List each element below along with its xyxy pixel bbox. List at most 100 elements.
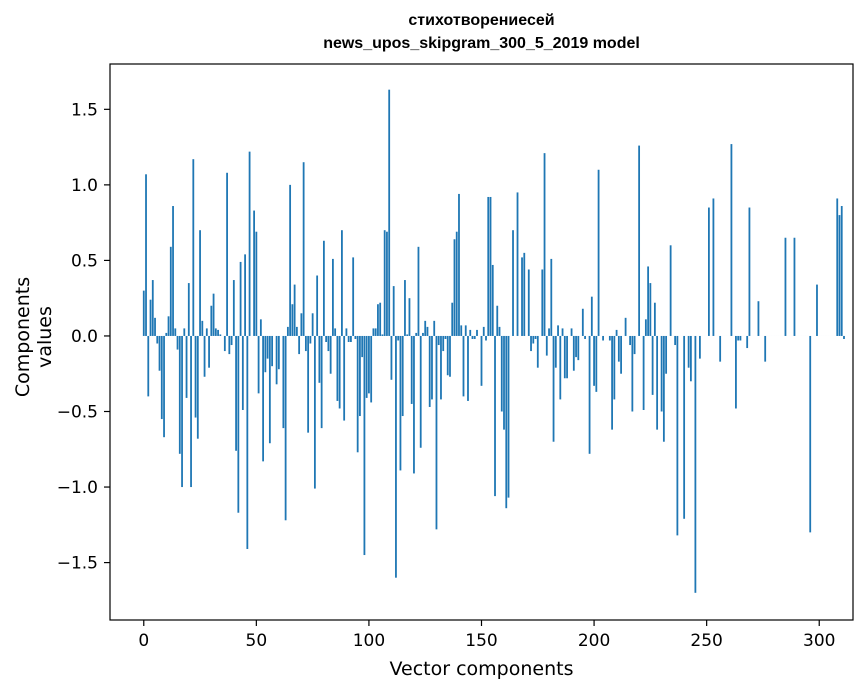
bar xyxy=(154,317,156,336)
bar xyxy=(572,335,575,371)
bar xyxy=(187,283,190,336)
bar xyxy=(676,335,679,536)
bar xyxy=(543,153,546,336)
bar xyxy=(266,335,269,359)
bar xyxy=(160,335,163,420)
bar xyxy=(665,335,668,374)
bar xyxy=(365,335,368,398)
bar xyxy=(843,335,845,339)
bar xyxy=(464,325,467,336)
bar xyxy=(253,210,255,336)
bar xyxy=(527,269,530,336)
bar xyxy=(602,335,604,341)
bar xyxy=(415,332,418,336)
bar xyxy=(316,275,319,336)
bar xyxy=(428,335,431,407)
bar xyxy=(485,335,487,341)
x-tick-label: 150 xyxy=(465,631,497,651)
bar xyxy=(642,335,645,410)
bar xyxy=(151,280,154,336)
bar xyxy=(631,335,634,412)
bar xyxy=(359,335,361,417)
bar xyxy=(840,206,843,336)
bar xyxy=(226,172,228,336)
bar xyxy=(444,335,447,339)
bar xyxy=(203,335,206,377)
bar xyxy=(277,335,280,370)
bar xyxy=(374,328,377,336)
bar xyxy=(629,335,631,346)
bar xyxy=(455,231,458,336)
bar xyxy=(320,335,323,429)
bar xyxy=(311,313,314,336)
x-tick-label: 300 xyxy=(803,631,835,651)
bar xyxy=(262,335,264,462)
bar xyxy=(372,328,375,336)
bar xyxy=(498,326,501,336)
bar xyxy=(345,328,348,336)
bar xyxy=(449,335,451,377)
y-axis-label: Components values xyxy=(12,276,56,398)
bar xyxy=(246,335,249,549)
bar xyxy=(163,335,165,438)
bar xyxy=(669,245,672,336)
bar xyxy=(404,280,406,336)
bar xyxy=(597,169,600,336)
bar xyxy=(550,258,553,336)
bar xyxy=(275,335,278,385)
bar xyxy=(554,335,557,368)
bar xyxy=(460,325,463,336)
bar xyxy=(388,89,391,336)
bar xyxy=(282,335,285,429)
bar xyxy=(757,301,760,336)
bar xyxy=(334,328,337,336)
bar xyxy=(608,335,611,341)
bar xyxy=(368,335,370,394)
bar xyxy=(304,335,307,352)
bar xyxy=(185,335,188,398)
bar xyxy=(183,328,186,336)
bar xyxy=(494,335,496,497)
bar xyxy=(408,298,411,336)
y-tick-label: 1.5 xyxy=(71,100,98,120)
bar xyxy=(836,198,839,336)
bar xyxy=(624,317,627,336)
bar xyxy=(581,308,584,336)
bar xyxy=(395,335,397,578)
bar xyxy=(214,328,217,336)
bar xyxy=(354,335,357,339)
bar xyxy=(489,196,492,336)
bar xyxy=(309,335,312,344)
bar xyxy=(764,335,767,362)
bar xyxy=(689,335,692,382)
bar xyxy=(350,335,352,342)
bar xyxy=(739,335,742,341)
bar xyxy=(482,326,485,336)
bar xyxy=(500,335,503,412)
bar xyxy=(712,198,715,336)
bar xyxy=(487,196,490,336)
bar xyxy=(241,335,244,410)
bar xyxy=(397,335,400,341)
bar xyxy=(491,264,494,336)
x-tick-label: 0 xyxy=(138,631,149,651)
bar xyxy=(719,335,722,362)
bar xyxy=(453,239,456,336)
bar xyxy=(172,206,174,336)
bar xyxy=(708,207,710,336)
bar xyxy=(313,335,316,489)
bar xyxy=(286,326,289,336)
bar xyxy=(230,335,233,346)
bar xyxy=(237,335,240,513)
bar xyxy=(593,335,595,386)
bar xyxy=(638,145,641,336)
bar xyxy=(505,335,508,509)
bar xyxy=(613,335,616,400)
bar xyxy=(401,335,404,417)
bar xyxy=(158,335,161,371)
bar xyxy=(809,335,812,533)
bar xyxy=(343,335,346,421)
chart-title-line-2: news_upos_skipgram_300_5_2019 model xyxy=(323,35,640,52)
